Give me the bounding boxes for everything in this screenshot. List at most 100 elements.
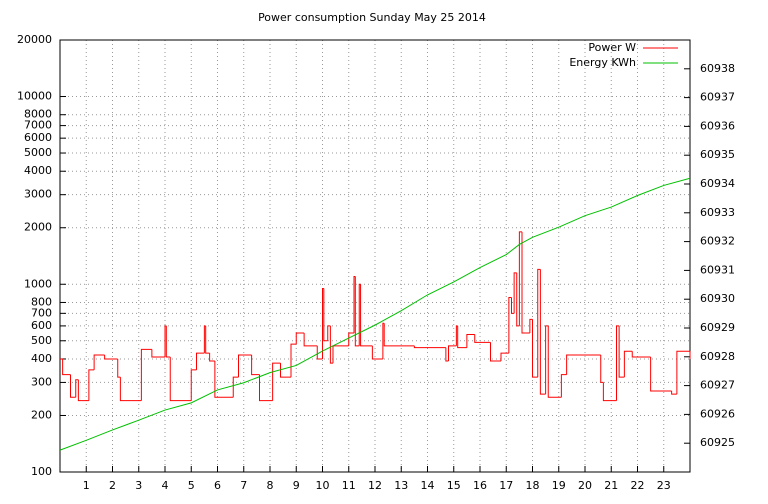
power-step [295, 332, 305, 345]
power-step [631, 351, 651, 358]
y-tick-label: 800 [31, 295, 52, 308]
y2-tick-label: 60930 [700, 292, 735, 305]
power-step [383, 323, 415, 347]
power-step [532, 319, 538, 378]
chart-title: Power consumption Sunday May 25 2014 [258, 11, 486, 24]
y-tick-label: 100 [31, 465, 52, 478]
x-tick-label: 10 [316, 479, 330, 492]
y-tick-label: 3000 [24, 188, 52, 201]
power-step [251, 354, 260, 376]
power-step [671, 391, 677, 395]
power-step [164, 325, 167, 357]
x-tick-label: 8 [267, 479, 274, 492]
power-step [623, 350, 633, 378]
power-step [272, 362, 281, 401]
y2-tick-label: 60934 [700, 177, 735, 190]
power-step [165, 325, 171, 358]
x-tick-label: 14 [421, 479, 435, 492]
power-step [169, 356, 192, 402]
power-step [117, 358, 121, 378]
power-step [348, 332, 354, 346]
power-step [88, 369, 95, 401]
y-tick-label: 600 [31, 319, 52, 332]
power-step [259, 374, 273, 402]
power-step [518, 231, 522, 326]
x-tick-label: 3 [135, 479, 142, 492]
x-tick-label: 2 [109, 479, 116, 492]
power-step [75, 379, 79, 398]
power-step [545, 325, 549, 395]
power-step [190, 369, 197, 401]
y2-tick-label: 60928 [700, 350, 735, 363]
y-tick-label: 8000 [24, 108, 52, 121]
power-step [354, 276, 360, 347]
y-tick-label: 400 [31, 352, 52, 365]
power-step [205, 325, 210, 354]
power-step [490, 342, 501, 362]
energy-line [59, 177, 691, 451]
y-tick-label: 6000 [24, 131, 52, 144]
y2-tick-label: 60935 [700, 148, 735, 161]
power-step [521, 231, 530, 334]
y2-tick-label: 60937 [700, 91, 735, 104]
power-step [511, 297, 515, 314]
power-step [77, 379, 89, 402]
x-tick-label: 7 [240, 479, 247, 492]
power-step [214, 361, 234, 398]
power-step [676, 350, 690, 395]
x-tick-label: 15 [447, 479, 461, 492]
power-step [560, 374, 567, 398]
power-step [616, 325, 620, 401]
x-tick-label: 9 [293, 479, 300, 492]
power-step [539, 269, 546, 395]
x-tick-label: 18 [526, 479, 540, 492]
power-step [566, 354, 601, 375]
power-step [513, 272, 517, 314]
power-step [238, 354, 252, 378]
power-step [455, 325, 458, 346]
power-step [93, 354, 105, 370]
x-tick-label: 16 [473, 479, 487, 492]
y-tick-label: 200 [31, 408, 52, 421]
legend-label: Energy KWh [569, 56, 636, 69]
y2-tick-label: 60938 [700, 62, 735, 75]
x-tick-label: 19 [552, 479, 566, 492]
y2-tick-label: 60929 [700, 321, 735, 334]
y-tick-label: 5000 [24, 146, 52, 159]
power-step [323, 288, 328, 342]
plot-frame [59, 39, 691, 473]
x-tick-label: 12 [368, 479, 382, 492]
y-tick-label: 300 [31, 375, 52, 388]
power-step [151, 349, 165, 358]
y-tick-label: 1000 [24, 277, 52, 290]
y-tick-label: 2000 [24, 221, 52, 234]
power-step [618, 325, 625, 378]
power-step [600, 354, 604, 383]
power-step [360, 284, 373, 347]
power-step [140, 348, 152, 401]
y2-tick-label: 60933 [700, 206, 735, 219]
power-step [529, 318, 533, 334]
power-step [500, 352, 509, 362]
power-step [516, 272, 520, 327]
y2-tick-label: 60927 [700, 379, 735, 392]
y2-tick-label: 60932 [700, 235, 735, 248]
y-tick-label: 700 [31, 306, 52, 319]
x-tick-label: 20 [578, 479, 592, 492]
y2-tick-label: 60931 [700, 263, 735, 276]
power-step [203, 325, 206, 354]
power-step [70, 374, 76, 398]
y-tick-label: 20000 [17, 33, 52, 46]
x-tick-label: 13 [394, 479, 408, 492]
y-tick-label: 500 [31, 334, 52, 347]
y-tick-label: 4000 [24, 164, 52, 177]
power-step [303, 333, 318, 347]
y2-tick-label: 60936 [700, 119, 735, 132]
power-step [196, 352, 205, 370]
y2-tick-label: 60926 [700, 407, 735, 420]
power-step [537, 268, 541, 378]
power-step [119, 377, 142, 402]
x-tick-label: 6 [214, 479, 221, 492]
